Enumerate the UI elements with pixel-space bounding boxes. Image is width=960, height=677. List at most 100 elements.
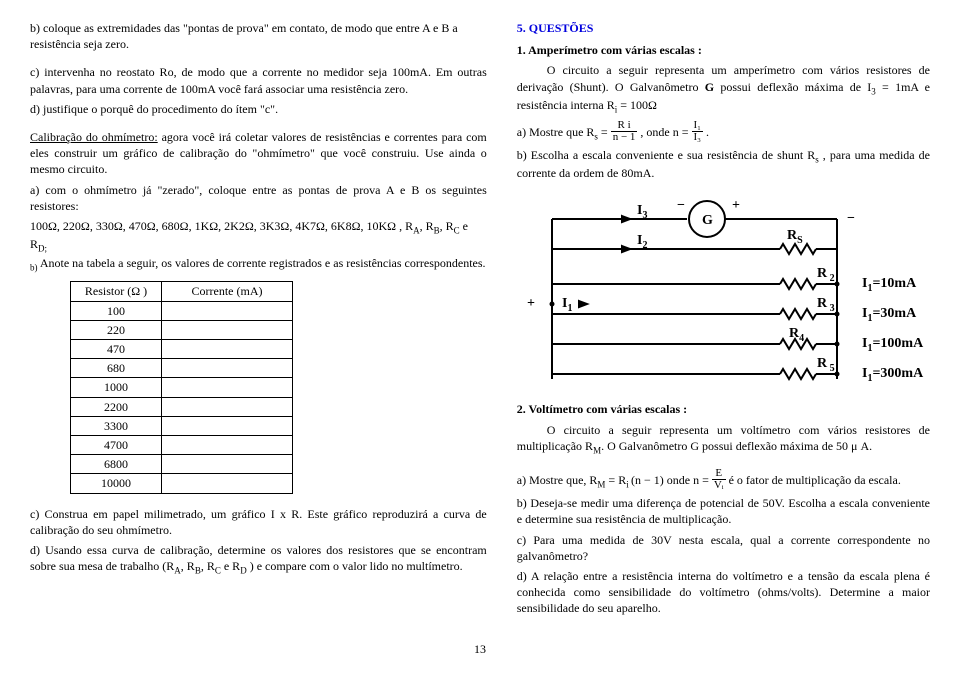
calibration-paragraph: Calibração do ohmímetro: agora você irá …: [30, 129, 487, 178]
label-R3s: 3: [827, 303, 835, 314]
frac2-num: I₁: [692, 120, 704, 132]
label-e10: =10mA: [872, 276, 917, 291]
table-row: 220: [71, 320, 162, 339]
table-row: [162, 397, 293, 416]
table-row: [162, 320, 293, 339]
col-header-resistor: Resistor (Ω ): [71, 282, 162, 301]
svg-text:I1=30mA: I1=30mA: [862, 306, 917, 324]
res-rb: , R: [420, 219, 434, 233]
q2-p1b: . O Galvanômetro G possui deflexão máxim…: [601, 439, 872, 453]
label-I2s: 2: [642, 240, 647, 251]
q2-c: c) Para uma medida de 30V nesta escala, …: [517, 532, 930, 564]
q1-p1: O circuito a seguir representa um amperí…: [517, 62, 930, 115]
label-I3s: 3: [642, 210, 647, 221]
q1b-lead: b) Escolha a escala conveniente e sua re…: [517, 148, 815, 162]
page-number: 13: [30, 641, 930, 657]
item-d: d) justifique o porquê do procedimento d…: [30, 101, 487, 117]
table-row: 1000: [71, 378, 162, 397]
table-row: 2200: [71, 397, 162, 416]
table-row: 6800: [71, 455, 162, 474]
q1-b: b) Escolha a escala conveniente e sua re…: [517, 147, 930, 182]
a-resistors-lead: a) com o ohmímetro já "zerado", coloque …: [30, 182, 487, 214]
q1-p1d: = 100Ω: [617, 98, 657, 112]
q2a-lead: a) Mostre que, R: [517, 473, 598, 487]
q1a-dot: .: [706, 125, 709, 139]
right-column: 5. QUESTÕES 1. Amperímetro com várias es…: [517, 20, 930, 621]
svg-text:I1=300mA: I1=300mA: [862, 366, 924, 384]
table-row: [162, 474, 293, 493]
calibration-lead: Calibração do ohmímetro:: [30, 130, 158, 144]
label-RSs: S: [797, 235, 803, 246]
q2-a: a) Mostre que, RM = Ri (n − 1) onde n = …: [517, 468, 930, 491]
table-row: 100: [71, 301, 162, 320]
label-plus-left: +: [527, 296, 535, 311]
q1-g: G: [705, 80, 714, 94]
q2-d: d) A relação entre a resistência interna…: [517, 568, 930, 617]
table-row: [162, 301, 293, 320]
item-c2: c) Construa em papel milimetrado, um grá…: [30, 506, 487, 538]
label-e100: =100mA: [872, 336, 924, 351]
table-row: 680: [71, 359, 162, 378]
label-minus-right: −: [847, 211, 855, 226]
table-row: [162, 378, 293, 397]
q2-b: b) Deseja-se medir uma diferença de pote…: [517, 495, 930, 527]
svg-text:R 3: R 3: [817, 296, 835, 314]
svg-text:R 2: R 2: [817, 266, 835, 284]
q1-title: 1. Amperímetro com várias escalas :: [517, 42, 930, 58]
table-row: 4700: [71, 435, 162, 454]
item-c: c) intervenha no reostato Ro, de modo qu…: [30, 64, 487, 96]
table-row: [162, 359, 293, 378]
left-column: b) coloque as extremidades das "pontas d…: [30, 20, 487, 621]
d2-b: e R: [221, 559, 240, 573]
table-row: 10000: [71, 474, 162, 493]
b-note-text: Anote na tabela a seguir, os valores de …: [38, 256, 486, 270]
label-R4s: 4: [799, 333, 804, 344]
b-note: b) Anote na tabela a seguir, os valores …: [30, 255, 487, 274]
frac3-den: Vᵢ: [712, 480, 726, 491]
res-list: 100Ω, 220Ω, 330Ω, 470Ω, 680Ω, 1KΩ, 2K2Ω,…: [30, 219, 413, 233]
ammeter-circuit-diagram: G − + − + I3 I2 I1 RS R 2 R 3 R4 R 5 I1=…: [517, 189, 930, 389]
item-b: b) coloque as extremidades das "pontas d…: [30, 20, 487, 52]
svg-text:I1: I1: [562, 296, 572, 314]
q2-p1: O circuito a seguir representa um voltím…: [517, 422, 930, 457]
frac1-den: n − 1: [611, 132, 638, 143]
item-d2: d) Usando essa curva de calibração, dete…: [30, 542, 487, 577]
q2a-eq: =: [605, 473, 618, 487]
q2-title: 2. Voltímetro com várias escalas :: [517, 401, 930, 417]
table-row: [162, 435, 293, 454]
label-G: G: [702, 213, 713, 228]
label-e30: =30mA: [872, 306, 917, 321]
table-row: [162, 455, 293, 474]
fraction-ri: R in − 1: [611, 120, 638, 143]
table-row: 470: [71, 340, 162, 359]
q1a-lead: a) Mostre que R: [517, 125, 595, 139]
label-plus: +: [732, 198, 740, 213]
frac1-num: R i: [611, 120, 638, 132]
q1a-onde: , onde n =: [640, 125, 691, 139]
frac2-den: I₃: [692, 132, 704, 143]
q1-a: a) Mostre que Rs = R in − 1 , onde n = I…: [517, 120, 930, 143]
label-R2s: 2: [827, 273, 835, 284]
a-resistors-list: 100Ω, 220Ω, 330Ω, 470Ω, 680Ω, 1KΩ, 2K2Ω,…: [30, 218, 487, 255]
table-row: [162, 416, 293, 435]
section-5-title: 5. QUESTÕES: [517, 20, 930, 36]
svg-text:I1=10mA: I1=10mA: [862, 276, 917, 294]
q1-p1b: possui deflexão máxima de I: [714, 80, 871, 94]
label-I1s: 1: [567, 303, 572, 314]
label-minus: −: [677, 198, 685, 213]
q2a-onde: onde n =: [667, 473, 712, 487]
label-e300: =300mA: [872, 366, 924, 381]
svg-text:R 5: R 5: [817, 356, 835, 374]
q2a-paren: (n − 1): [631, 473, 664, 487]
col-header-current: Corrente (mA): [162, 282, 293, 301]
table-row: [162, 340, 293, 359]
q1a-eq: =: [598, 125, 611, 139]
measurement-table: Resistor (Ω ) Corrente (mA) 100 220 470 …: [70, 281, 293, 493]
d2-c: ) e compare com o valor lido no multímet…: [247, 559, 463, 573]
label-R5s: 5: [827, 363, 835, 374]
q2a-tail: é o fator de multiplicação da escala.: [729, 473, 901, 487]
svg-text:I1=100mA: I1=100mA: [862, 336, 924, 354]
fraction-ev: EVᵢ: [712, 468, 726, 491]
fraction-i: I₁I₃: [692, 120, 704, 143]
table-row: 3300: [71, 416, 162, 435]
